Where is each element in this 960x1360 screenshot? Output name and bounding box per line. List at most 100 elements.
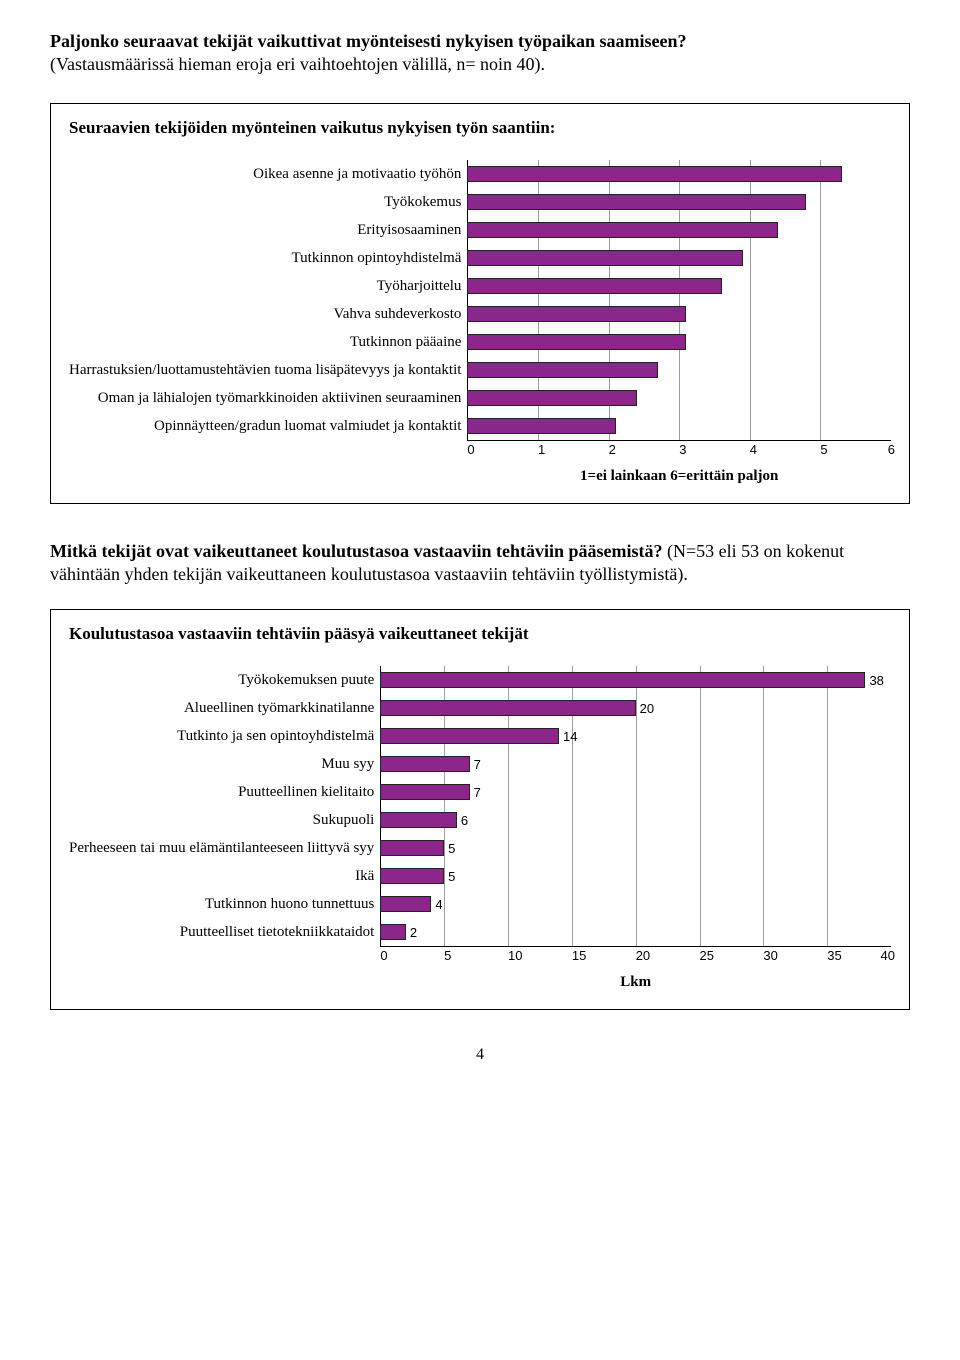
chart-xtick: 20 [636, 948, 700, 966]
chart-bar [380, 812, 457, 828]
chart-xtick: 3 [679, 442, 750, 460]
chart-xaxis: 0510152025303540 [380, 948, 891, 966]
chart-label: Alueellinen työmarkkinatilanne [184, 700, 374, 717]
chart-2: Työkokemuksen puute Alueellinen työmarkki… [69, 666, 891, 991]
chart-label: Tutkinnon opintoyhdistelmä [292, 250, 462, 267]
chart-value-label: 7 [474, 785, 481, 800]
chart-bar [380, 784, 469, 800]
chart-xtick: 10 [508, 948, 572, 966]
chart-bar-row: 7 [380, 778, 891, 806]
chart-label: Puutteellinen kielitaito [238, 784, 374, 801]
chart-label: Tutkinnon huono tunnettuus [205, 896, 374, 913]
chart-label-row: Tutkinnon huono tunnettuus [69, 890, 374, 918]
question-1-line2: (Vastausmäärissä hieman eroja eri vaihto… [50, 54, 545, 74]
chart-xtick: 0 [467, 442, 538, 460]
chart-bar-row [467, 160, 891, 188]
chart-bar-row [467, 300, 891, 328]
chart-xtick: 0 [380, 948, 444, 966]
chart-label-row: Työharjoittelu [69, 272, 461, 300]
chart-bar [467, 250, 742, 266]
chart-value-label: 5 [448, 869, 455, 884]
chart-bar [467, 222, 778, 238]
page-number: 4 [50, 1046, 910, 1064]
chart-label-row: Muu syy [69, 750, 374, 778]
chart-label-row: Opinnäytteen/gradun luomat valmiudet ja … [69, 412, 461, 440]
chart-bar [380, 700, 635, 716]
chart-xtick: 4 [750, 442, 821, 460]
chart-label-row: Vahva suhdeverkosto [69, 300, 461, 328]
chart-bar-row: 7 [380, 750, 891, 778]
chart-xaxis: 0123456 [467, 442, 891, 460]
chart-bar-row [467, 328, 891, 356]
chart-label: Työharjoittelu [377, 278, 462, 295]
question-2-bold: Mitkä tekijät ovat vaikeuttaneet koulutu… [50, 541, 663, 561]
chart-bar-row [467, 356, 891, 384]
chart-bar-row: 20 [380, 694, 891, 722]
chart-bar-row: 14 [380, 722, 891, 750]
chart-xtick: 1 [538, 442, 609, 460]
chart-labels: Oikea asenne ja motivaatio työhön Työkoke… [69, 160, 467, 485]
chart-value-label: 5 [448, 841, 455, 856]
chart-bar-row: 6 [380, 806, 891, 834]
chart-bar-row: 2 [380, 918, 891, 946]
chart-xtick: 6 [888, 442, 895, 457]
chart-label: Työkokemuksen puute [238, 672, 374, 689]
chart-label: Oikea asenne ja motivaatio työhön [253, 166, 461, 183]
question-1: Paljonko seuraavat tekijät vaikuttivat m… [50, 30, 910, 75]
chart-label-row: Sukupuoli [69, 806, 374, 834]
chart-label: Opinnäytteen/gradun luomat valmiudet ja … [154, 418, 461, 435]
chart-label-row: Työkokemuksen puute [69, 666, 374, 694]
chart-label: Sukupuoli [313, 812, 375, 829]
chart-label: Vahva suhdeverkosto [334, 306, 462, 323]
chart-bars: 3820147765542 [380, 666, 891, 946]
chart-xtick: 25 [700, 948, 764, 966]
chart-bar-row [467, 384, 891, 412]
chart-label-row: Puutteellinen kielitaito [69, 778, 374, 806]
chart-label: Ikä [355, 868, 374, 885]
question-2: Mitkä tekijät ovat vaikeuttaneet koulutu… [50, 540, 910, 585]
question-1-line1: Paljonko seuraavat tekijät vaikuttivat m… [50, 31, 687, 51]
chart-bar-row [467, 244, 891, 272]
chart-label: Erityisosaaminen [357, 222, 461, 239]
chart-label: Oman ja lähialojen työmarkkinoiden aktii… [98, 390, 462, 407]
chart-2-box: Koulutustasoa vastaaviin tehtäviin pääsy… [50, 609, 910, 1010]
chart-axis-caption: 1=ei lainkaan 6=erittäin paljon [467, 468, 891, 485]
chart-bar-row: 5 [380, 862, 891, 890]
chart-2-title: Koulutustasoa vastaaviin tehtäviin pääsy… [69, 624, 891, 644]
chart-bar-row: 4 [380, 890, 891, 918]
chart-label: Puutteelliset tietotekniikkataidot [180, 924, 375, 941]
chart-bar [380, 924, 406, 940]
chart-label-row: Tutkinnon pääaine [69, 328, 461, 356]
chart-bar-row: 38 [380, 666, 891, 694]
chart-bar-row [467, 412, 891, 440]
chart-bar [380, 840, 444, 856]
chart-xtick: 5 [820, 442, 891, 460]
chart-label: Muu syy [321, 756, 374, 773]
chart-bar [467, 418, 615, 434]
chart-label-row: Ikä [69, 862, 374, 890]
chart-bar [467, 362, 658, 378]
chart-1-box: Seuraavien tekijöiden myönteinen vaikutu… [50, 103, 910, 504]
chart-bar [467, 166, 841, 182]
chart-label: Tutkinnon pääaine [350, 334, 462, 351]
chart-axis-caption: Lkm [380, 974, 891, 991]
chart-label-row: Erityisosaaminen [69, 216, 461, 244]
chart-label-row: Puutteelliset tietotekniikkataidot [69, 918, 374, 946]
chart-1: Oikea asenne ja motivaatio työhön Työkoke… [69, 160, 891, 485]
chart-value-label: 6 [461, 813, 468, 828]
chart-labels: Työkokemuksen puute Alueellinen työmarkki… [69, 666, 380, 991]
chart-bar [380, 672, 865, 688]
chart-1-title: Seuraavien tekijöiden myönteinen vaikutu… [69, 118, 891, 138]
chart-label-row: Oikea asenne ja motivaatio työhön [69, 160, 461, 188]
chart-value-label: 14 [563, 729, 577, 744]
chart-value-label: 20 [640, 701, 654, 716]
chart-bar [467, 334, 686, 350]
chart-bar [467, 306, 686, 322]
chart-label-row: Tutkinto ja sen opintoyhdistelmä [69, 722, 374, 750]
chart-label-row: Työkokemus [69, 188, 461, 216]
chart-label: Työkokemus [384, 194, 461, 211]
chart-value-label: 38 [869, 673, 883, 688]
chart-xtick: 40 [881, 948, 895, 963]
chart-bar-row: 5 [380, 834, 891, 862]
chart-label-row: Oman ja lähialojen työmarkkinoiden aktii… [69, 384, 461, 412]
